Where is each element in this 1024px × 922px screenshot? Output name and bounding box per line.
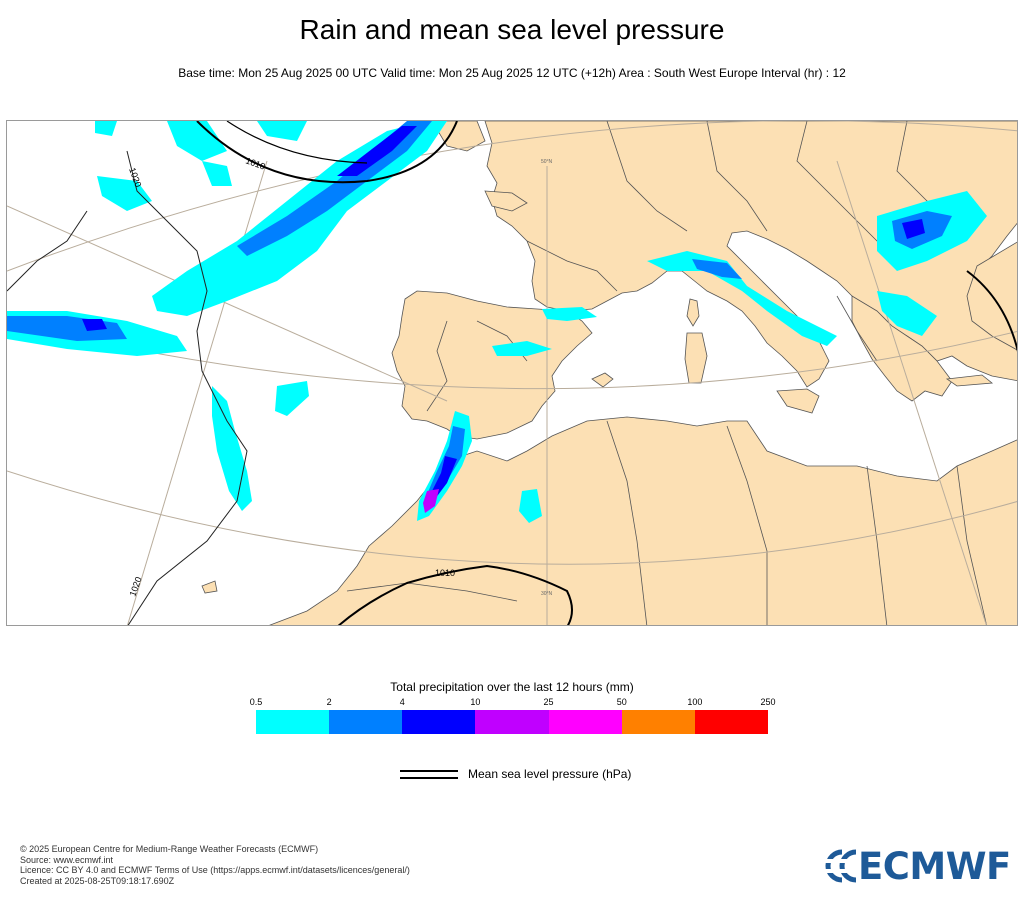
land-iberia: [391, 290, 593, 440]
precip-northwest-cyan-4: [202, 161, 232, 186]
isobar-north-inner: [226, 121, 368, 164]
footer-credits: © 2025 European Centre for Medium-Range …: [20, 844, 410, 886]
precip-atlantic-streak: [212, 386, 252, 511]
precip-legend-tick: 0.5: [249, 697, 263, 707]
pressure-legend-label: Mean sea level pressure (hPa): [468, 767, 632, 781]
land-sicily: [776, 388, 820, 414]
precip-west-dark: [82, 319, 107, 331]
precip-legend-title: Total precipitation over the last 12 hou…: [390, 680, 634, 694]
precip-legend-tick: 2: [326, 697, 332, 707]
precip-legend-tick: 100: [687, 697, 703, 707]
precip-greece: [877, 291, 937, 336]
map-canvas: 1010 1020 1020 1010 50°N 30°N: [7, 121, 1017, 625]
precip-legend-swatch: [694, 710, 768, 734]
land-crete: [945, 374, 994, 387]
precip-band-atlantic-dark: [337, 126, 417, 176]
footer-licence: Licence: CC BY 4.0 and ECMWF Terms of Us…: [20, 865, 410, 875]
ecmwf-logo-icon: [814, 849, 860, 883]
weather-map: 1010 1020 1020 1010 50°N 30°N: [6, 120, 1018, 626]
land-brittany: [484, 190, 528, 212]
precip-legend-tick: 25: [543, 697, 554, 707]
isobar-label-south: 1010: [435, 568, 455, 578]
precip-northwest-cyan-3: [167, 121, 227, 161]
precip-algeria: [519, 489, 542, 523]
footer-copyright: © 2025 European Centre for Medium-Range …: [20, 844, 319, 854]
precip-legend-swatch: [548, 710, 622, 734]
precip-spain-south: [492, 341, 552, 356]
precip-legend-swatch: [475, 710, 549, 734]
precip-legend-swatch: [329, 710, 403, 734]
graticule-label-layer: 50°N 30°N: [541, 159, 553, 597]
precip-legend-swatch: [621, 710, 695, 734]
precip-morocco-dark: [431, 456, 457, 499]
land-canaries: [201, 580, 218, 594]
footer-created: Created at 2025-08-25T09:18:17.690Z: [20, 875, 175, 886]
graticule-label-50n: 50°N: [541, 159, 553, 165]
graticule-label-30n: 30°N: [541, 591, 553, 597]
precip-northwest-cyan-1: [95, 121, 117, 136]
precip-legend-tick: 4: [399, 697, 405, 707]
pressure-legend-line-top: [400, 770, 458, 772]
isobar-north-low: [196, 121, 458, 184]
isobar-label-southwest: 1020: [127, 575, 143, 597]
pressure-legend-line-bottom: [400, 777, 458, 779]
precip-legend-tick: 50: [616, 697, 627, 707]
isobar-layer: [196, 121, 1017, 625]
precip-italy-blue: [692, 259, 742, 279]
land-balearics: [591, 372, 614, 388]
graticule-meridian-3: [836, 160, 987, 625]
graticule-parallel-south: [7, 470, 1017, 565]
isobar-thin-layer: [7, 150, 248, 625]
land-corsica: [686, 298, 700, 327]
isobar-label-layer: 1010 1020 1020 1010: [127, 155, 455, 597]
precip-italy: [647, 251, 837, 346]
precipitation-layer: [7, 121, 987, 523]
graticule-diagonal: [7, 205, 448, 402]
chart-subtitle: Base time: Mon 25 Aug 2025 00 UTC Valid …: [178, 66, 846, 80]
isobar-east: [966, 270, 1017, 353]
precip-legend-swatch: [256, 710, 330, 734]
isobar-label-north: 1010: [244, 155, 266, 171]
precip-legend-swatch: [402, 710, 476, 734]
footer-source: Source: www.ecmwf.int: [20, 854, 114, 865]
precip-north-atlantic-cyan: [275, 381, 309, 416]
precip-morocco-violet: [423, 489, 439, 513]
precip-spain-east: [542, 307, 597, 321]
precip-legend-tick: 250: [760, 697, 776, 707]
land-north-africa: [269, 416, 1017, 625]
precip-legend-bar: [256, 710, 768, 734]
graticule-meridian-1: [127, 160, 268, 625]
precip-northwest-cyan-2: [97, 176, 152, 211]
isobar-south: [337, 564, 573, 625]
chart-title: Rain and mean sea level pressure: [299, 14, 725, 45]
precip-legend-tick: 10: [470, 697, 481, 707]
border-layer: [346, 121, 987, 625]
precip-balkans-dark: [902, 219, 925, 239]
precip-northwest-cyan-5: [257, 121, 307, 141]
land-balkans: [851, 295, 953, 402]
graticule-parallel-north: [7, 121, 1017, 272]
land-sardinia: [684, 332, 708, 384]
ecmwf-logo-text: ECMWF: [858, 845, 1011, 888]
